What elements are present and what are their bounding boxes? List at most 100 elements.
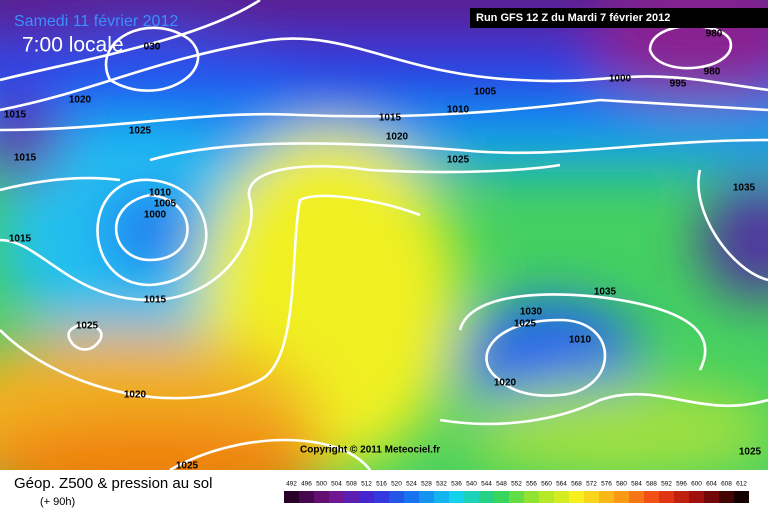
isobar-label: 1015 <box>14 153 37 164</box>
scale-label: 580 <box>616 481 627 488</box>
date: Samedi 11 février 2012 <box>14 13 178 30</box>
isobar-label: 1000 <box>609 74 632 85</box>
scale-swatch <box>569 491 584 503</box>
isobar-label: 1015 <box>144 295 167 306</box>
isobar-label: 1035 <box>733 183 756 194</box>
scale-label: 520 <box>391 481 402 488</box>
scale-label: 556 <box>526 481 537 488</box>
isobar-label: 1005 <box>474 87 497 98</box>
isobar-label: 1005 <box>154 199 177 210</box>
scale-label: 604 <box>706 481 717 488</box>
scale-swatch <box>704 491 719 503</box>
scale-label: 588 <box>646 481 657 488</box>
scale-swatch <box>389 491 404 503</box>
scale-swatch <box>359 491 374 503</box>
scale-swatch <box>449 491 464 503</box>
isobar-label: 1015 <box>379 113 402 124</box>
scale-label: 532 <box>436 481 447 488</box>
scale-swatch <box>329 491 344 503</box>
isobar-label: 1020 <box>124 390 147 401</box>
scale-label: 512 <box>361 481 372 488</box>
isobar-label: 1015 <box>4 110 27 121</box>
scale-label: 564 <box>556 481 567 488</box>
scale-label: 612 <box>736 481 747 488</box>
footer-lead: (+ 90h) <box>40 496 75 508</box>
isobar-label: 1010 <box>447 105 470 116</box>
scale-label: 592 <box>661 481 672 488</box>
scale-swatch <box>344 491 359 503</box>
scale-swatch <box>509 491 524 503</box>
scale-swatch <box>479 491 494 503</box>
scale-label: 568 <box>571 481 582 488</box>
scale-label: 540 <box>466 481 477 488</box>
scale-swatch <box>404 491 419 503</box>
scale-label: 500 <box>316 481 327 488</box>
scale-label: 544 <box>481 481 492 488</box>
isobar-label: 1015 <box>9 234 32 245</box>
isobar-label: 995 <box>670 79 687 90</box>
isobar-label: 1025 <box>176 461 199 472</box>
scale-label: 552 <box>511 481 522 488</box>
isobar-label: 1025 <box>129 126 152 137</box>
scale-swatch <box>644 491 659 503</box>
color-scale: 492 496 500 504 508 512 516 520 524 528 532 536 540 5… <box>284 481 749 503</box>
isobar-label: 1010 <box>149 188 172 199</box>
isobar-label: 030 <box>144 42 161 53</box>
isobar-label: 1010 <box>569 335 592 346</box>
scale-swatch <box>689 491 704 503</box>
scale-swatch <box>674 491 689 503</box>
scale-label: 536 <box>451 481 462 488</box>
scale-swatch <box>719 491 734 503</box>
scale-swatch <box>284 491 299 503</box>
scale-swatch <box>614 491 629 503</box>
isobar-label: 1020 <box>494 378 517 389</box>
scale-swatch <box>734 491 749 503</box>
scale-swatch <box>584 491 599 503</box>
isobar-labels: 0301020101510251015101010051000101510151… <box>4 29 762 472</box>
scale-swatch <box>434 491 449 503</box>
scale-label: 596 <box>676 481 687 488</box>
isobar-label: 1025 <box>514 319 537 330</box>
isobar-label: 1035 <box>594 287 617 298</box>
scale-swatch <box>539 491 554 503</box>
isobars <box>0 0 768 470</box>
isobar-label: 980 <box>706 29 723 40</box>
scale-swatch <box>374 491 389 503</box>
scale-swatch <box>299 491 314 503</box>
isobar-label: 1000 <box>144 210 167 221</box>
run-banner <box>470 8 768 28</box>
scale-label: 608 <box>721 481 732 488</box>
scale-label: 572 <box>586 481 597 488</box>
isobar-label: 1030 <box>520 307 543 318</box>
copyright: Copyright © 2011 Meteociel.fr <box>300 445 440 456</box>
scale-label: 584 <box>631 481 642 488</box>
scale-label: 576 <box>601 481 612 488</box>
scale-swatch <box>494 491 509 503</box>
scale-swatch <box>659 491 674 503</box>
footer-title: Géop. Z500 & pression au sol <box>14 475 212 492</box>
scale-label: 492 <box>286 481 297 488</box>
scale-swatch <box>524 491 539 503</box>
isobar-label: 1025 <box>739 447 762 458</box>
scale-swatch <box>629 491 644 503</box>
isobar-label: 1025 <box>76 321 99 332</box>
scale-swatch <box>464 491 479 503</box>
scale-label: 496 <box>301 481 312 488</box>
isobar-label: 1020 <box>386 132 409 143</box>
scale-label: 600 <box>691 481 702 488</box>
scale-label: 516 <box>376 481 387 488</box>
scale-swatch <box>314 491 329 503</box>
isobar-label: 1025 <box>447 155 470 166</box>
scale-label: 504 <box>331 481 342 488</box>
scale-swatch <box>419 491 434 503</box>
isobar-label: 980 <box>704 67 721 78</box>
scale-swatch <box>599 491 614 503</box>
time: 7:00 locale <box>22 34 124 57</box>
scale-label: 560 <box>541 481 552 488</box>
isobar-label: 1020 <box>69 95 92 106</box>
scale-label: 508 <box>346 481 357 488</box>
scale-swatch <box>554 491 569 503</box>
scale-label: 524 <box>406 481 417 488</box>
